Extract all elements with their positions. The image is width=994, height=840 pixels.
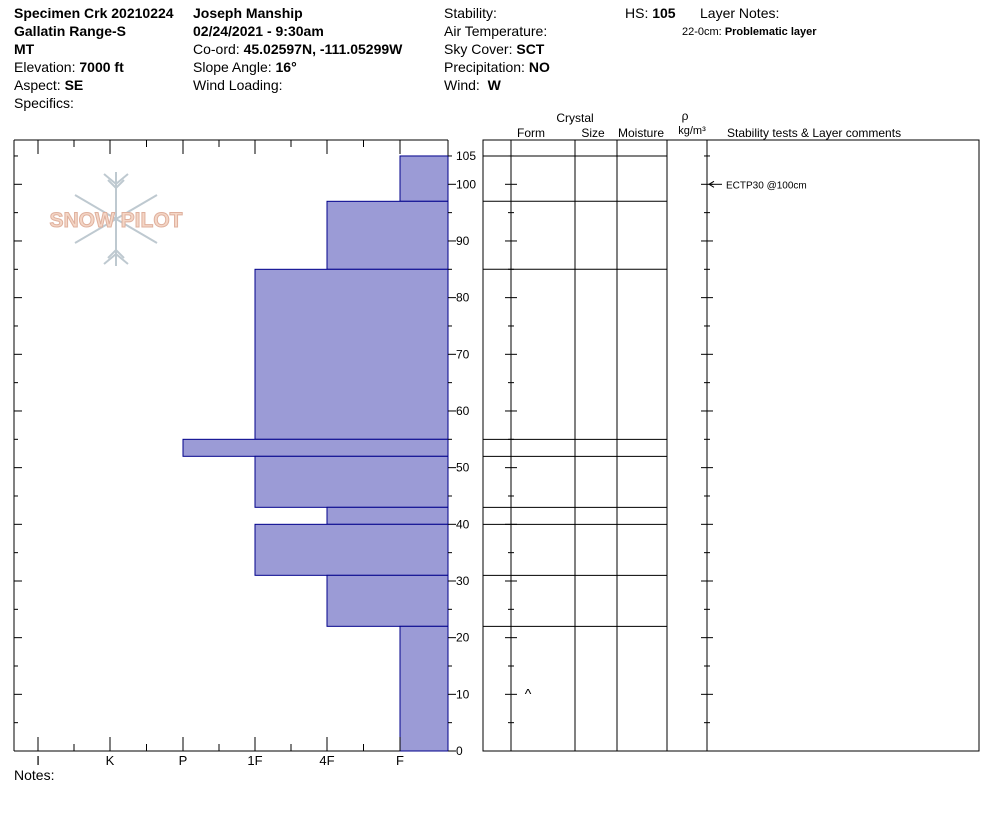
- slope-label: Slope Angle:: [193, 59, 272, 75]
- coord-label: Co-ord:: [193, 41, 240, 57]
- hardness-tick-label: 4F: [319, 753, 334, 768]
- aspect-value: SE: [64, 77, 84, 93]
- depth-tick-label: 30: [456, 574, 470, 588]
- hardness-bar: [399, 625, 449, 752]
- specifics-label: Specifics:: [14, 95, 74, 111]
- wind-value: W: [487, 77, 501, 93]
- hs-label: HS:: [625, 5, 649, 21]
- observer: Joseph Manship: [193, 5, 303, 21]
- hardness-ticks: I K P 1F 4F F: [14, 140, 404, 768]
- layer-note: 22-0cm: Problematic layer: [682, 23, 817, 41]
- snowflake-icon: [74, 172, 158, 266]
- table-ticks: [505, 155, 713, 752]
- hardness-tick-label: K: [106, 753, 115, 768]
- col-header-moisture: Moisture: [618, 126, 664, 140]
- sky-cover: Sky Cover: SCT: [444, 40, 544, 58]
- table-layer-lines: [483, 155, 667, 627]
- depth-tick-label: 20: [456, 631, 470, 645]
- site-name: Specimen Crk 20210224: [14, 5, 174, 21]
- hardness-bar: [326, 200, 449, 270]
- col-header-form: Form: [517, 126, 545, 140]
- depth-tick-label: 60: [456, 404, 470, 418]
- logo-text: SNOW PILOT: [50, 209, 183, 232]
- col-header-comments: Stability tests & Layer comments: [727, 126, 901, 140]
- sky-label: Sky Cover:: [444, 41, 513, 57]
- hs-value: 105: [652, 5, 676, 21]
- precip-label: Precipitation:: [444, 59, 525, 75]
- state: MT: [14, 41, 35, 57]
- wind: Wind: W: [444, 76, 501, 94]
- depth-axis: 0 10 20 30 40 50 60 70 80 90 100 105: [448, 149, 476, 758]
- slope-angle: Slope Angle: 16°: [193, 58, 297, 76]
- col-header-size: Size: [581, 126, 605, 140]
- annotations: ECTP30 @100cm ^: [525, 180, 807, 701]
- depth-tick-label: 100: [456, 177, 476, 191]
- elevation-label: Elevation:: [14, 59, 76, 75]
- wind-label: Wind:: [444, 77, 480, 93]
- slope-value: 16°: [275, 59, 297, 75]
- aspect-label: Aspect:: [14, 77, 61, 93]
- wind-loading-label: Wind Loading:: [193, 77, 283, 93]
- datetime: 02/24/2021 - 9:30am: [193, 23, 324, 39]
- col-header-rho: ρ: [682, 109, 689, 123]
- depth-tick-label: 10: [456, 687, 470, 701]
- stability-label: Stability:: [444, 5, 497, 21]
- stability-test-arrowhead: [708, 180, 715, 188]
- coord-value: 45.02597N, -111.05299W: [243, 41, 403, 57]
- table-border: [482, 139, 980, 752]
- col-header-crystal: Crystal: [556, 111, 593, 125]
- layer-notes-label: Layer Notes:: [700, 5, 780, 21]
- depth-tick-label: 50: [456, 461, 470, 475]
- hs: HS: 105: [625, 4, 676, 22]
- hardness-bar: [254, 523, 449, 576]
- precip-value: NO: [528, 59, 550, 75]
- hardness-tick-label: F: [396, 753, 404, 768]
- hardness-bar: [182, 438, 449, 457]
- hardness-bars: [182, 155, 449, 752]
- depth-tick-label: 105: [456, 149, 476, 163]
- stability-test-label: ECTP30 @100cm: [726, 180, 807, 191]
- hardness-bar: [326, 574, 449, 627]
- hardness-bar: [254, 268, 449, 440]
- layer-note-range: 22-0cm:: [682, 26, 722, 38]
- layer-note-text: Problematic layer: [724, 26, 817, 38]
- layer-table: [482, 139, 980, 752]
- sky-value: SCT: [516, 41, 545, 57]
- col-header-density-unit: kg/m³: [678, 125, 706, 137]
- hardness-tick-label: I: [36, 753, 40, 768]
- snowpilot-logo: SNOW PILOT: [49, 172, 183, 266]
- depth-tick-label: 0: [456, 744, 463, 758]
- hardness-bar: [254, 455, 449, 508]
- depth-tick-label: 80: [456, 291, 470, 305]
- aspect: Aspect: SE: [14, 76, 83, 94]
- hardness-tick-label: P: [179, 753, 188, 768]
- notes-label: Notes:: [14, 767, 55, 783]
- hardness-bar: [326, 506, 449, 525]
- range-name: Gallatin Range-S: [14, 23, 127, 39]
- coordinates: Co-ord: 45.02597N, -111.05299W: [193, 40, 402, 58]
- depth-tick-label: 90: [456, 234, 470, 248]
- air-temp-label: Air Temperature:: [444, 23, 548, 39]
- hardness-tick-label: 1F: [247, 753, 262, 768]
- hardness-bar: [399, 155, 449, 202]
- precipitation: Precipitation: NO: [444, 58, 550, 76]
- elevation-value: 7000 ft: [79, 59, 124, 75]
- depth-tick-label: 40: [456, 517, 470, 531]
- depth-tick-label: 70: [456, 347, 470, 361]
- grain-form-symbol: ^: [525, 685, 532, 701]
- elevation: Elevation: 7000 ft: [14, 58, 124, 76]
